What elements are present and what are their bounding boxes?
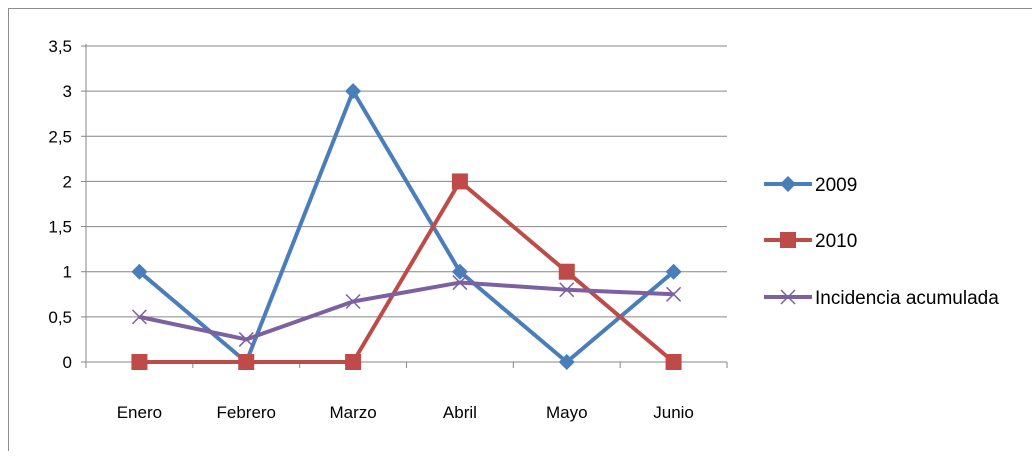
y-tick-label: 0,5 [48,308,72,327]
series-line [139,280,674,342]
x-axis-tick-labels: Enero Febrero Marzo Abril Mayo Junio [117,403,694,422]
data-point [665,263,682,280]
x-tick-label: Enero [117,403,162,422]
y-tick-label: 2,5 [48,127,72,146]
legend-label: 2010 [815,231,857,252]
data-point [131,309,147,325]
x-tick-label: Mayo [546,403,588,422]
y-tick-label: 3,5 [48,37,72,56]
chart-frame: 0 0,5 1 1,5 2 2,5 3 3,5 Enero Febrero Marzo Abril M… [8,8,1032,451]
legend-item: Incidencia acumulada [764,288,999,309]
data-point [131,263,148,280]
y-tick-label: 0 [63,353,72,372]
data-point [451,173,468,190]
line-chart: 0 0,5 1 1,5 2 2,5 3 3,5 Enero Febrero Marzo Abril M… [48,37,999,422]
axes [81,44,728,368]
data-point [238,331,254,347]
x-tick-label: Junio [653,403,694,422]
data-point [345,354,362,370]
x-tick-label: Febrero [216,403,276,422]
legend-item: 2009 [764,175,857,196]
data-point [451,263,468,280]
series-line [138,89,675,364]
legend: 2009 2010 Incidencia acumulada [764,175,999,309]
y-tick-label: 2 [63,172,72,191]
data-point [345,83,362,100]
data-point [345,293,361,310]
y-axis-tick-labels: 0 0,5 1 1,5 2 2,5 3 3,5 [48,37,72,372]
data-point [238,354,255,370]
data-point [131,354,148,370]
data-point [558,263,575,280]
data-point [559,282,575,298]
legend-item: 2010 [764,231,857,252]
y-tick-label: 1 [63,263,72,282]
data-point [558,354,575,370]
series-2 [131,275,682,347]
data-point [452,275,468,291]
x-tick-label: Marzo [329,403,376,422]
y-tick-label: 1,5 [48,218,72,237]
data-point [666,286,682,302]
series-line [139,179,675,364]
y-tick-label: 3 [63,82,72,101]
series-1 [131,173,682,370]
legend-marker [780,232,796,248]
legend-marker [780,176,796,192]
legend-label: 2009 [815,175,857,196]
legend-label: Incidencia acumulada [815,288,999,309]
gridlines [86,45,727,318]
x-tick-label: Abril [443,403,477,422]
series-lines [131,83,682,370]
legend-marker [780,289,796,305]
data-point [665,354,682,370]
